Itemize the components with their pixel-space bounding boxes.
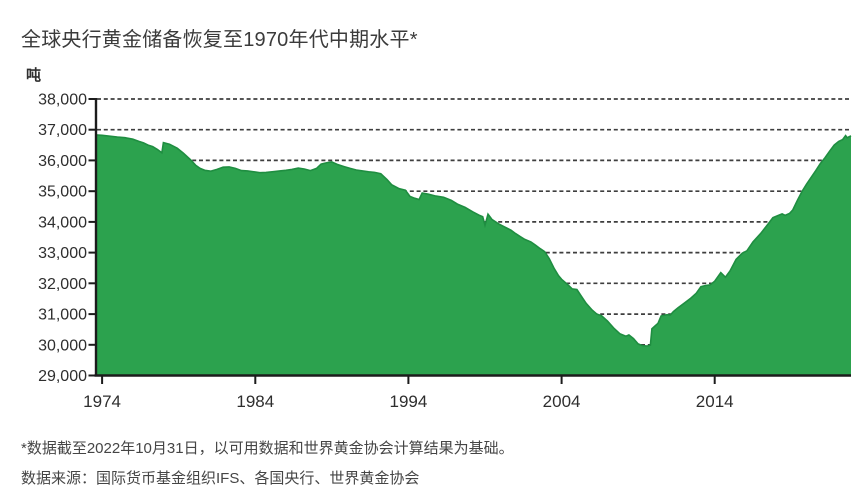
y-tick-label: 29,000 [38, 368, 87, 385]
x-tick-label: 1974 [83, 392, 121, 411]
y-tick-label: 38,000 [38, 92, 87, 109]
y-tick-label: 36,000 [38, 153, 87, 170]
x-tick-label: 2004 [543, 392, 581, 411]
gold-reserves-area-edge [95, 134, 852, 347]
chart-title: 全球央行黄金储备恢复至1970年代中期水平* [21, 29, 418, 51]
y-tick-label: 34,000 [38, 214, 87, 231]
y-tick-label: 31,000 [38, 307, 87, 324]
y-tick-label: 30,000 [38, 337, 87, 354]
footnote-source: 数据来源：国际货币基金组织IFS、各国央行、世界黄金协会 [21, 470, 420, 487]
x-tick-label: 1994 [389, 392, 427, 411]
y-tick-label: 37,000 [38, 122, 87, 139]
x-tick-label: 2014 [696, 392, 734, 411]
y-tick-label: 35,000 [38, 184, 87, 201]
y-tick-label: 33,000 [38, 245, 87, 262]
y-axis-unit-label: 吨 [26, 67, 42, 84]
x-tick-label: 1984 [236, 392, 274, 411]
gold-reserves-area [96, 134, 851, 376]
y-tick-label: 32,000 [38, 276, 87, 293]
footnote-data-asof: *数据截至2022年10月31日，以可用数据和世界黄金协会计算结果为基础。 [21, 440, 514, 457]
